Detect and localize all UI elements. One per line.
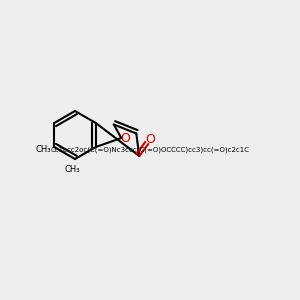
Text: CH₃: CH₃ [64, 165, 80, 174]
Text: CH₃: CH₃ [36, 146, 52, 154]
Text: Cc1ccc2oc(C(=O)Nc3ccc(C(=O)OCCCC)cc3)cc(=O)c2c1C: Cc1ccc2oc(C(=O)Nc3ccc(C(=O)OCCCC)cc3)cc(… [50, 147, 250, 153]
Text: O: O [120, 131, 130, 145]
Text: O: O [145, 133, 155, 146]
